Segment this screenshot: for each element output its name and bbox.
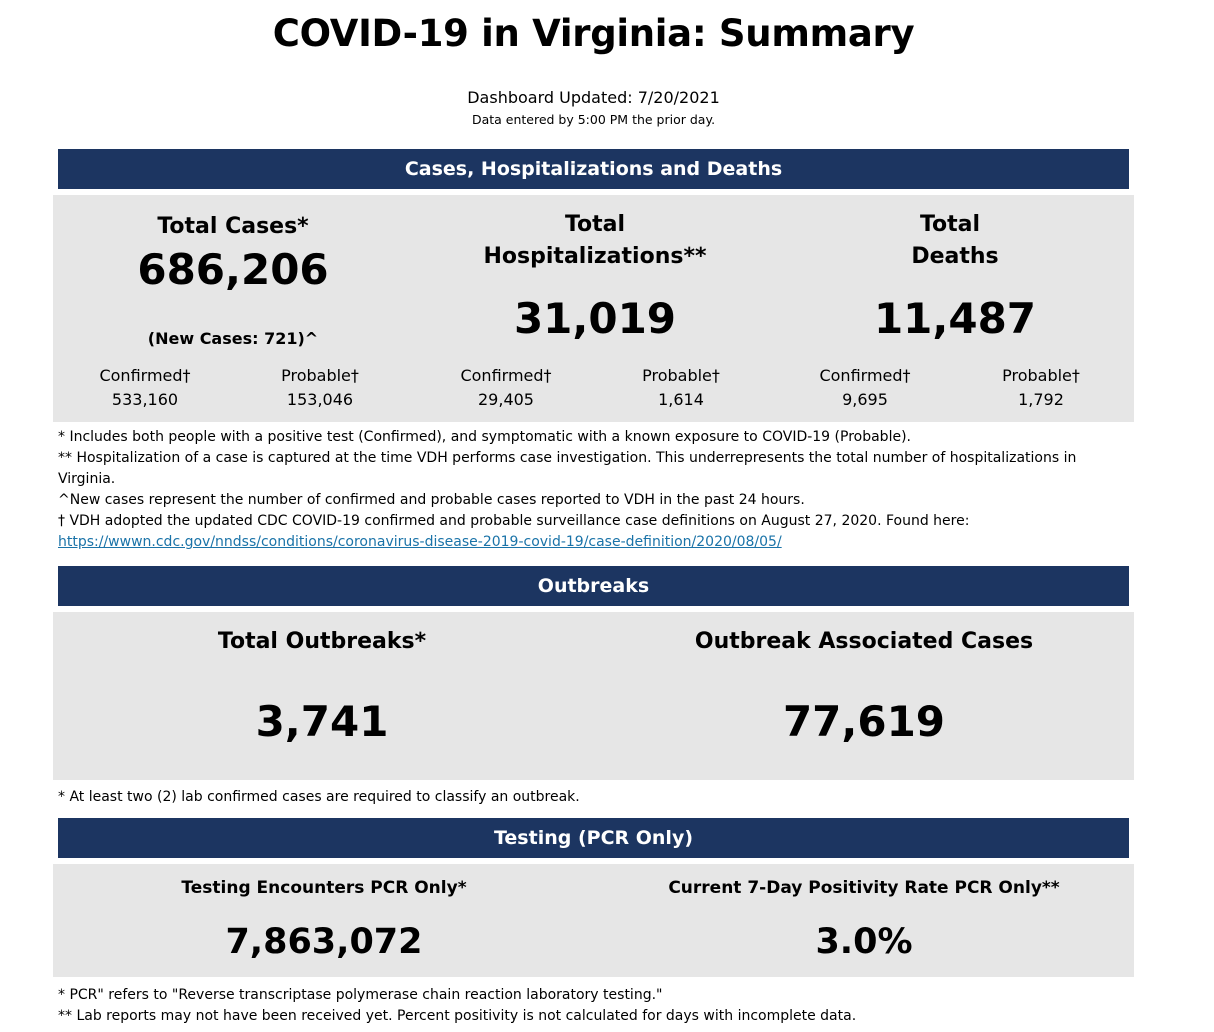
cases-panel [53, 195, 1134, 422]
new-cases: (New Cases: 721)^ [147, 329, 319, 348]
hospitalizations-label-line2: Hospitalizations** [483, 244, 707, 269]
hospitalizations-label-line1: Total [564, 212, 626, 237]
cases-probable-label: Probable† [281, 366, 359, 385]
deaths-probable-label: Probable† [1002, 366, 1080, 385]
positivity-rate-label: Current 7-Day Positivity Rate PCR Only** [668, 878, 1060, 898]
cases-confirmed-label: Confirmed† [99, 366, 191, 385]
cases-section-header: Cases, Hospitalizations and Deaths [58, 149, 1129, 189]
cases-confirmed-value: 533,160 [111, 390, 179, 409]
outbreaks-section-header: Outbreaks [58, 566, 1129, 606]
note-case-definition: † VDH adopted the updated CDC COVID-19 c… [58, 511, 1118, 553]
deaths-confirmed-label: Confirmed† [819, 366, 911, 385]
testing-encounters-value: 7,863,072 [225, 922, 423, 962]
deaths-probable-value: 1,792 [1018, 390, 1064, 409]
note-lab-reports: ** Lab reports may not have been receive… [58, 1008, 857, 1024]
outbreak-associated-cases-label: Outbreak Associated Cases [694, 629, 1034, 654]
total-cases-label: Total Cases* [157, 214, 309, 239]
positivity-rate-value: 3.0% [815, 922, 913, 962]
cases-probable-value: 153,046 [286, 390, 354, 409]
hosp-probable-value: 1,614 [658, 390, 704, 409]
deaths-value: 11,487 [873, 294, 1037, 343]
note-case-definition-text: † VDH adopted the updated CDC COVID-19 c… [58, 513, 970, 529]
testing-notes: * PCR" refers to "Reverse transcriptase … [58, 985, 1118, 1027]
testing-section-header: Testing (PCR Only) [58, 818, 1129, 858]
note-pcr: * PCR" refers to "Reverse transcriptase … [58, 987, 663, 1003]
total-outbreaks-value: 3,741 [255, 697, 389, 746]
dashboard-updated: Dashboard Updated: 7/20/2021 [467, 88, 720, 107]
outbreaks-note: * At least two (2) lab confirmed cases a… [58, 789, 580, 805]
testing-panel [53, 864, 1134, 977]
page-title: COVID-19 in Virginia: Summary [272, 12, 915, 55]
hosp-confirmed-value: 29,405 [478, 390, 534, 409]
cdc-case-definition-link[interactable]: https://wwwn.cdc.gov/nndss/conditions/co… [58, 534, 782, 550]
testing-encounters-label: Testing Encounters PCR Only* [181, 878, 467, 898]
data-entry-note: Data entered by 5:00 PM the prior day. [471, 112, 716, 127]
deaths-label-line2: Deaths [911, 244, 999, 269]
cases-notes: * Includes both people with a positive t… [58, 427, 1118, 553]
note-new-cases: ^New cases represent the number of confi… [58, 492, 805, 508]
total-outbreaks-label: Total Outbreaks* [217, 629, 427, 654]
outbreaks-panel [53, 612, 1134, 780]
note-hospitalization: ** Hospitalization of a case is captured… [58, 450, 1077, 487]
outbreak-associated-cases-value: 77,619 [782, 697, 946, 746]
hosp-confirmed-label: Confirmed† [460, 366, 552, 385]
deaths-label-line1: Total [919, 212, 981, 237]
total-cases-value: 686,206 [137, 245, 329, 294]
note-includes: * Includes both people with a positive t… [58, 429, 911, 445]
deaths-confirmed-value: 9,695 [842, 390, 888, 409]
hosp-probable-label: Probable† [642, 366, 720, 385]
hospitalizations-value: 31,019 [513, 294, 677, 343]
